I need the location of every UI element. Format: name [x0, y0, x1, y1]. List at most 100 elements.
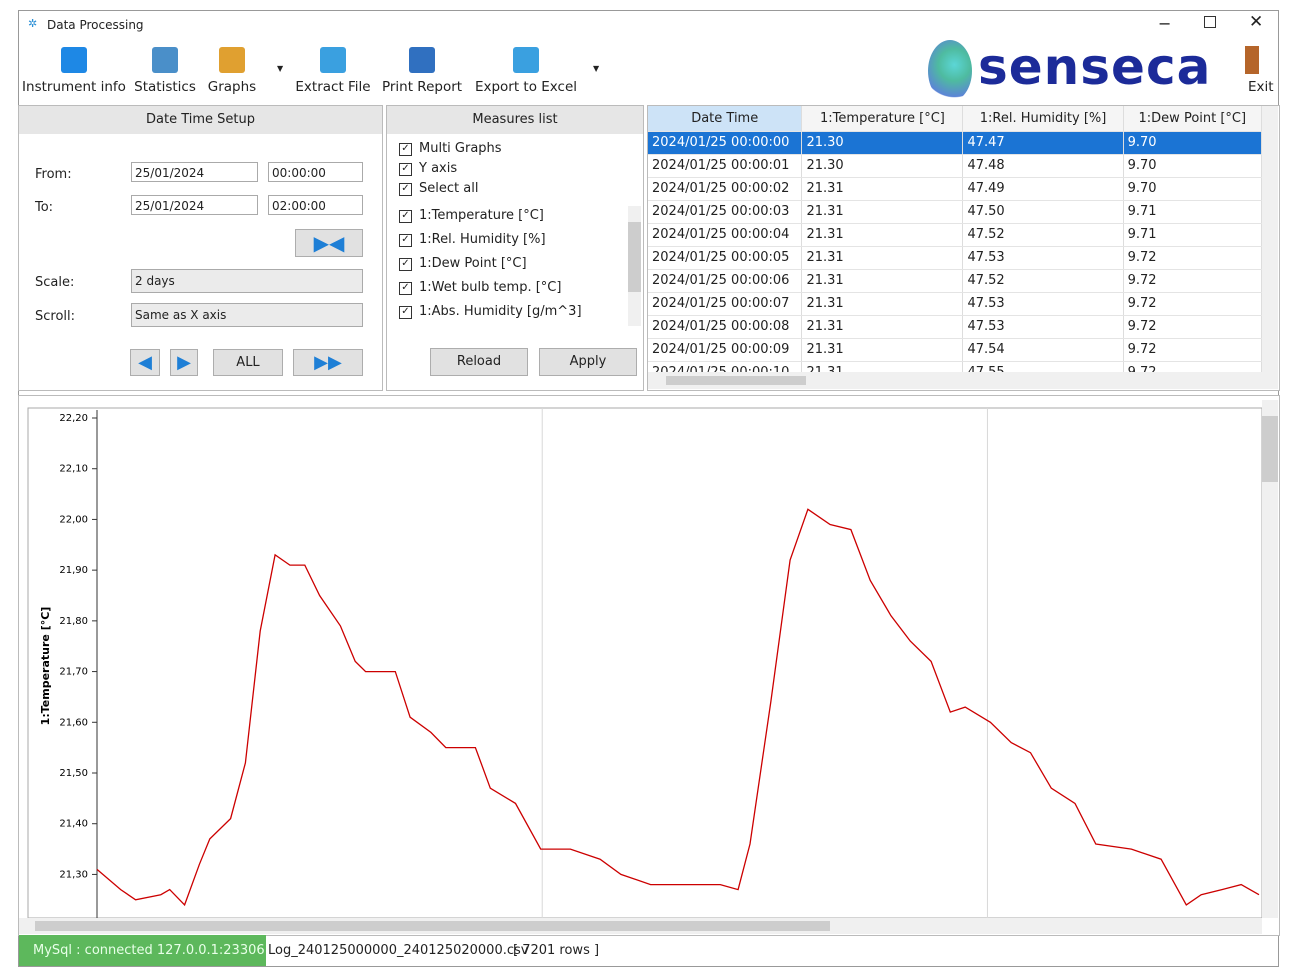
logo-text: senseca	[978, 38, 1212, 96]
toolbar-icon[interactable]	[513, 47, 539, 73]
dropdown-arrow[interactable]: ▼	[593, 64, 600, 73]
table-cell: 21.30	[801, 154, 964, 178]
plot-frame	[27, 407, 1262, 918]
table-row[interactable]: 2024/01/25 00:00:04 21.31 47.52 9.71	[648, 223, 1263, 247]
table-cell: 21.31	[801, 315, 964, 339]
checkbox[interactable]: ✓	[399, 210, 412, 223]
y-tick-label: 21,90	[59, 565, 88, 576]
table-cell: 21.31	[801, 177, 964, 201]
checkbox[interactable]: ✓	[399, 183, 412, 196]
chart: 1:Temperature [°C] 21,30 21,40 21,50 21,60 2…	[27, 407, 1262, 918]
toolbar-button[interactable]: Graphs	[207, 79, 257, 95]
table-cell: 47.48	[962, 154, 1124, 178]
checkbox[interactable]: ✓	[399, 143, 412, 156]
measure-label: 1:Temperature [°C]	[419, 208, 544, 223]
prev-button[interactable]: ◀	[130, 349, 160, 376]
table-cell: 2024/01/25 00:00:05	[648, 246, 803, 270]
panel-button[interactable]: Reload	[430, 348, 528, 376]
panel-button[interactable]: Apply	[539, 348, 637, 376]
y-tick-label: 22,10	[59, 464, 88, 475]
scroll-select[interactable]: Same as X axis	[131, 303, 363, 327]
to-date[interactable]: 25/01/2024	[131, 195, 258, 215]
table-row[interactable]: 2024/01/25 00:00:08 21.31 47.53 9.72	[648, 315, 1263, 339]
column-header[interactable]: 1:Temperature [°C]	[801, 106, 964, 132]
table-cell: 47.49	[962, 177, 1124, 201]
data-table-panel: Date Time 1:Temperature [°C] 1:Rel. Humidi…	[647, 105, 1280, 391]
table-cell: 2024/01/25 00:00:02	[648, 177, 803, 201]
table-cell: 9.72	[1123, 292, 1263, 316]
table-cell: 21.31	[801, 223, 964, 247]
measure-label: 1:Abs. Humidity [g/m^3]	[419, 304, 582, 319]
column-header[interactable]: 1:Rel. Humidity [%]	[962, 106, 1124, 132]
table-row[interactable]: 2024/01/25 00:00:05 21.31 47.53 9.72	[648, 246, 1263, 270]
fast-forward-button[interactable]: ▶▶	[293, 349, 363, 376]
file-name: Log_240125000000_240125020000.csv	[268, 943, 529, 958]
date-time-panel: Date Time Setup	[18, 105, 383, 391]
toolbar-icon[interactable]	[152, 47, 178, 73]
table-row[interactable]: 2024/01/25 00:00:06 21.31 47.52 9.72	[648, 269, 1263, 293]
table-row[interactable]: 2024/01/25 00:00:01 21.30 47.48 9.70	[648, 154, 1263, 178]
toolbar-button[interactable]: Statistics	[134, 79, 196, 95]
table-cell: 21.31	[801, 338, 964, 362]
table-row[interactable]: 2024/01/25 00:00:02 21.31 47.49 9.70	[648, 177, 1263, 201]
toolbar-button[interactable]: Instrument info	[22, 79, 126, 95]
toolbar-button[interactable]: Export to Excel	[474, 79, 578, 95]
checkbox[interactable]: ✓	[399, 306, 412, 319]
next-button[interactable]: ▶	[170, 349, 198, 376]
column-header[interactable]: Date Time	[648, 106, 803, 132]
toolbar-icon[interactable]	[409, 47, 435, 73]
table-cell: 47.53	[962, 315, 1124, 339]
minimize-button[interactable]: −	[1158, 14, 1172, 33]
measure-label: 1:Wet bulb temp. [°C]	[419, 280, 562, 295]
checkbox[interactable]: ✓	[399, 234, 412, 247]
table-cell: 21.31	[801, 269, 964, 293]
scrollbar[interactable]	[648, 372, 1278, 389]
y-tick-label: 21,80	[59, 616, 88, 627]
exit-button[interactable]: Exit	[1248, 79, 1274, 95]
from-time[interactable]: 00:00:00	[268, 162, 363, 182]
checkbox[interactable]: ✓	[399, 163, 412, 176]
table-cell: 47.52	[962, 223, 1124, 247]
y-tick-label: 21,50	[59, 768, 88, 779]
maximize-button[interactable]	[1204, 16, 1216, 28]
connection-status: MySql : connected 127.0.0.1:23306	[19, 935, 266, 966]
y-tick-label: 22,00	[59, 514, 88, 525]
column-header[interactable]: 1:Dew Point [°C]	[1123, 106, 1263, 132]
table-cell: 47.53	[962, 292, 1124, 316]
dropdown-arrow[interactable]: ▼	[277, 64, 284, 73]
scrollbar[interactable]	[628, 206, 641, 326]
toolbar-button[interactable]: Extract File	[295, 79, 371, 95]
scale-select[interactable]: 2 days	[131, 269, 363, 293]
exit-icon[interactable]	[1245, 46, 1259, 74]
app-icon: ✲	[28, 17, 38, 30]
toolbar-icon[interactable]	[320, 47, 346, 73]
to-time[interactable]: 02:00:00	[268, 195, 363, 215]
table-cell: 2024/01/25 00:00:04	[648, 223, 803, 247]
from-label: From:	[35, 167, 72, 182]
window-title: Data Processing	[47, 18, 144, 32]
header-row: Date Time 1:Temperature [°C] 1:Rel. Humidi…	[648, 106, 1263, 132]
table-row[interactable]: 2024/01/25 00:00:09 21.31 47.54 9.72	[648, 338, 1263, 362]
toolbar-icon[interactable]	[61, 47, 87, 73]
all-button[interactable]: ALL	[213, 349, 283, 376]
table-cell: 9.71	[1123, 223, 1263, 247]
table-cell: 9.72	[1123, 315, 1263, 339]
close-button[interactable]: ✕	[1249, 12, 1264, 32]
toolbar-icon[interactable]	[219, 47, 245, 73]
table-cell: 47.50	[962, 200, 1124, 224]
scrollbar[interactable]	[1262, 400, 1278, 918]
checkbox[interactable]: ✓	[399, 258, 412, 271]
scrollbar[interactable]	[19, 918, 1262, 934]
table-cell: 47.54	[962, 338, 1124, 362]
table-row[interactable]: 2024/01/25 00:00:00 21.30 47.47 9.70	[648, 131, 1263, 155]
table-row[interactable]: 2024/01/25 00:00:03 21.31 47.50 9.71	[648, 200, 1263, 224]
toolbar-button[interactable]: Print Report	[381, 79, 463, 95]
table-row[interactable]: 2024/01/25 00:00:07 21.31 47.53 9.72	[648, 292, 1263, 316]
scrollbar[interactable]	[1262, 106, 1278, 372]
table-cell: 9.70	[1123, 154, 1263, 178]
from-date[interactable]: 25/01/2024	[131, 162, 258, 182]
zoom-button[interactable]: ▶◀	[295, 229, 363, 257]
data-table: Date Time 1:Temperature [°C] 1:Rel. Humidi…	[648, 106, 1263, 385]
measures-panel: Measures list	[386, 105, 644, 391]
checkbox[interactable]: ✓	[399, 282, 412, 295]
